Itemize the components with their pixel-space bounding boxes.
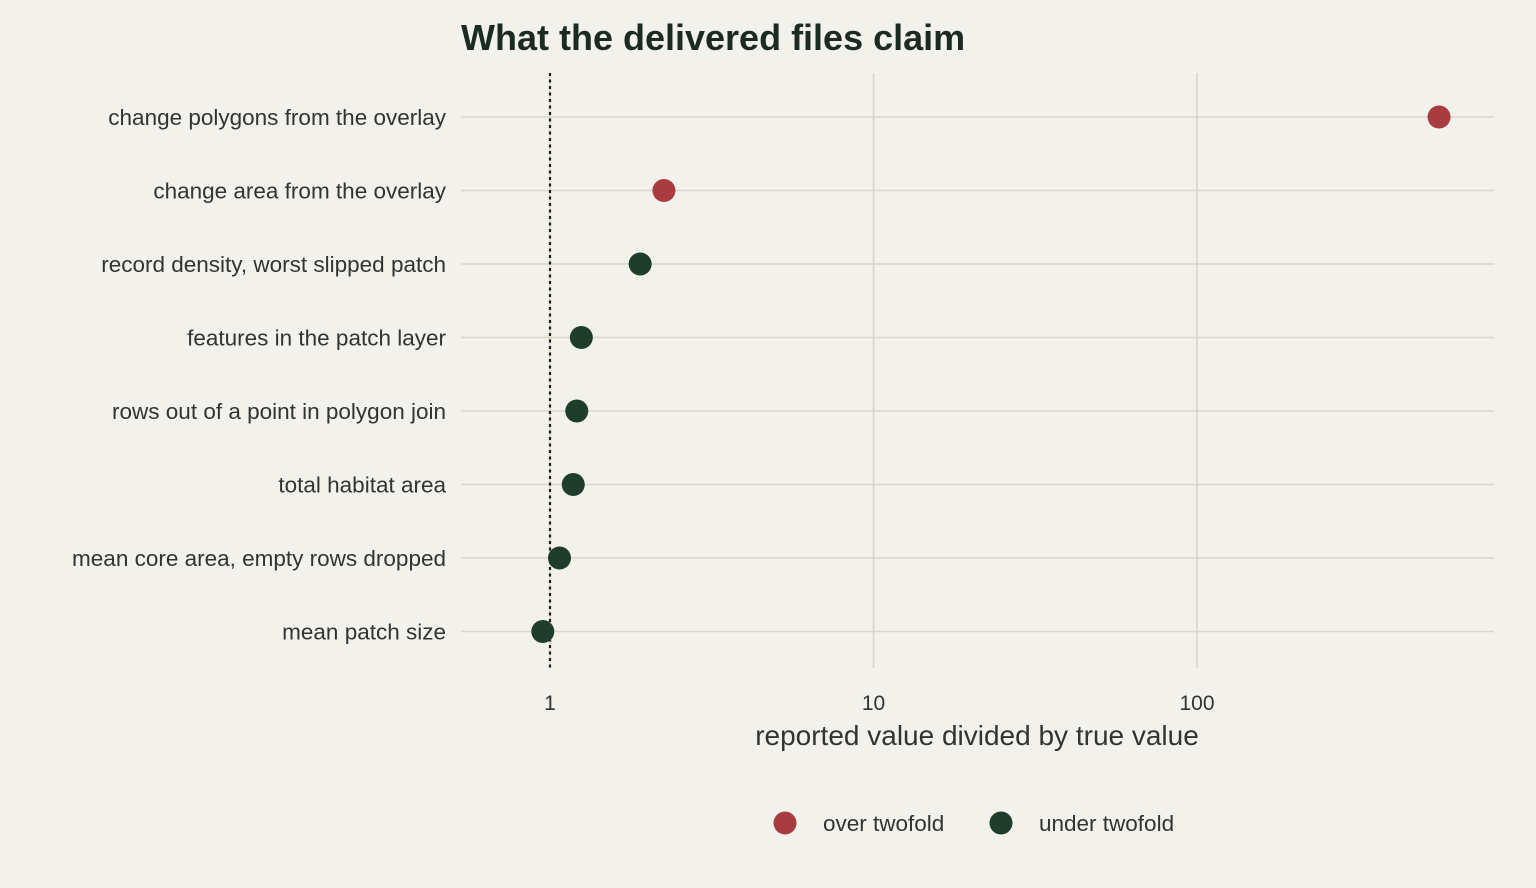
legend-swatch bbox=[773, 811, 797, 835]
data-point bbox=[531, 620, 555, 643]
data-point bbox=[569, 326, 593, 349]
category-label: change area from the overlay bbox=[153, 179, 446, 204]
category-label: total habitat area bbox=[278, 473, 446, 498]
grid-layer bbox=[461, 73, 1494, 668]
category-label: features in the patch layer bbox=[187, 326, 446, 351]
x-tick-label: 1 bbox=[544, 692, 556, 715]
category-label: rows out of a point in polygon join bbox=[112, 399, 446, 424]
legend: over twofold under twofold bbox=[773, 811, 1174, 836]
data-point bbox=[548, 546, 572, 570]
data-point bbox=[628, 252, 652, 276]
legend-swatch bbox=[989, 811, 1013, 835]
category-label: change polygons from the overlay bbox=[108, 105, 446, 130]
chart-title: What the delivered files claim bbox=[461, 17, 965, 58]
category-label: mean core area, empty rows dropped bbox=[72, 546, 446, 571]
data-point bbox=[565, 399, 589, 423]
legend-label: under twofold bbox=[1039, 811, 1174, 836]
x-axis-title: reported value divided by true value bbox=[755, 720, 1199, 751]
category-label-layer: change polygons from the overlay change a… bbox=[72, 105, 447, 645]
x-tick-label: 100 bbox=[1179, 692, 1214, 715]
data-point bbox=[1427, 105, 1451, 129]
data-point bbox=[652, 179, 676, 202]
category-label: mean patch size bbox=[282, 620, 446, 645]
data-point bbox=[561, 473, 585, 496]
category-label: record density, worst slipped patch bbox=[101, 252, 446, 277]
point-layer bbox=[531, 105, 1451, 643]
tick-label-layer: 1 10 100 bbox=[544, 692, 1214, 715]
x-tick-label: 10 bbox=[862, 692, 885, 715]
legend-label: over twofold bbox=[823, 811, 944, 836]
